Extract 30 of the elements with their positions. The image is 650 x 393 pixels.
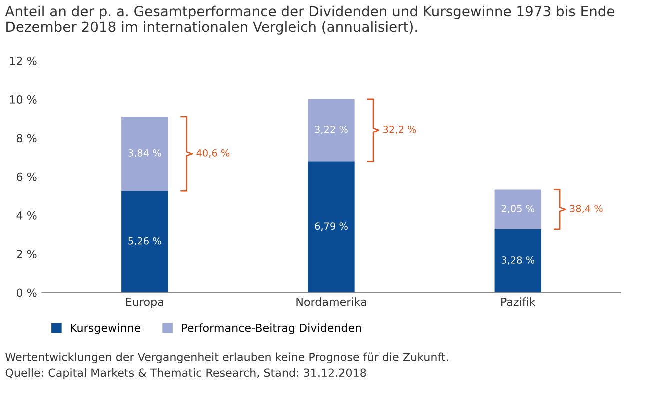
data-label: 3,84 % — [128, 150, 162, 158]
y-tick-label: 10 % — [10, 96, 37, 104]
text: Wertentwicklungen der Vergangenheit erlauben keine Prognose für die Zukunft. — [6, 352, 448, 364]
y-tick-label: 0 % — [16, 288, 37, 298]
data-label: 6,79 % — [315, 222, 348, 231]
bar — [122, 191, 168, 293]
x-tick-label: Europa — [126, 298, 164, 308]
annotation: 32,2 % — [384, 126, 416, 134]
data-label: 3,28 % — [502, 256, 535, 265]
y-tick-label: 2 % — [17, 250, 37, 259]
bar — [308, 99, 355, 162]
legend-label: Kursgewinne — [71, 324, 141, 334]
x-tick-label: Nordamerika — [296, 298, 366, 306]
bar — [494, 229, 542, 293]
y-tick-label: 12 % — [10, 56, 37, 66]
data-label: 2,05 % — [502, 205, 535, 214]
bar — [122, 116, 168, 192]
data-label: 3,22 % — [315, 126, 348, 134]
y-tick-label: 4 % — [16, 211, 37, 220]
source-note: Quelle: Capital Markets & Thematic Research, Stand: 31.12.2018 — [6, 368, 366, 380]
bar — [308, 162, 355, 293]
data-label: 5,26 % — [128, 237, 162, 246]
annotation: 40,6 % — [196, 150, 230, 158]
bar — [494, 190, 542, 230]
y-tick-label: 8 % — [16, 134, 37, 143]
chart-title: Anteil an der p. a. Gesamtperformance der Dividenden und Kursgewinne 1973 bis Ende Dezember 2018 im internationalen Vergleich (annualisiert). — [5, 6, 615, 35]
x-tick-label: Pazifik — [502, 298, 536, 306]
y-tick-label: 6 % — [17, 172, 37, 182]
legend-label: Performance-Beitrag Dividenden — [182, 324, 362, 334]
annotation: 38,4 % — [570, 205, 603, 214]
